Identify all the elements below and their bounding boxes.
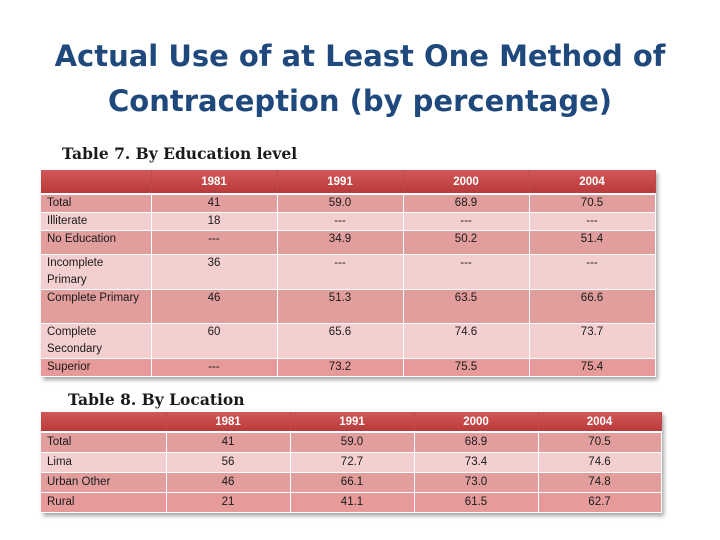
cell-1981: --- [151,358,278,377]
education-level-table: 1981 1991 2000 2004 Total 41 59.0 68.9 7… [41,170,656,377]
cell-2004: --- [529,212,656,231]
cell-1981: 21 [166,492,291,513]
table-7-caption: Table 7. By Education level [62,144,298,163]
cell-2000: 75.5 [403,358,530,377]
table-row: Superior --- 73.2 75.5 75.4 [41,358,656,377]
slide-title-line-1: Actual Use of at Least One Method of [54,39,666,73]
row-label: Lima [41,452,167,473]
row-label: Total [41,194,152,213]
cell-2004: 62.7 [538,492,662,513]
table-row: Incomplete Primary 36 --- --- --- [41,254,656,290]
column-header-1981: 1981 [166,412,291,433]
table-row: Illiterate 18 --- --- --- [41,212,656,231]
cell-1991: --- [277,254,404,290]
table-row: Lima 56 72.7 73.4 74.6 [41,452,662,473]
cell-1981: 41 [166,432,291,453]
cell-1991: 59.0 [290,432,415,453]
table-row: Total 41 59.0 68.9 70.5 [41,432,662,453]
row-label: Illiterate [41,212,152,231]
row-label: Superior [41,358,152,377]
cell-2004: 73.7 [529,323,656,359]
table-8-caption: Table 8. By Location [68,390,245,409]
table-row: Urban Other 46 66.1 73.0 74.8 [41,472,662,493]
slide-title: Actual Use of at Least One Method of Con… [0,34,720,124]
cell-2004: 66.6 [529,289,656,324]
cell-2000: 61.5 [414,492,539,513]
cell-2000: --- [403,212,530,231]
column-header-1991: 1991 [290,412,415,433]
cell-1981: 46 [151,289,278,324]
cell-1981: 18 [151,212,278,231]
cell-1981: 60 [151,323,278,359]
cell-2000: 74.6 [403,323,530,359]
row-label: No Education [41,230,152,255]
cell-2004: 70.5 [529,194,656,213]
table-row: Total 41 59.0 68.9 70.5 [41,194,656,213]
column-header-label [41,170,152,195]
cell-2000: 73.0 [414,472,539,493]
cell-2004: 70.5 [538,432,662,453]
column-header-2000: 2000 [414,412,539,433]
cell-2000: --- [403,254,530,290]
cell-1991: 73.2 [277,358,404,377]
cell-1991: 65.6 [277,323,404,359]
row-label: Complete Primary [41,289,152,324]
table-row: Complete Primary 46 51.3 63.5 66.6 [41,289,656,324]
cell-1991: 34.9 [277,230,404,255]
cell-1991: 41.1 [290,492,415,513]
column-header-2004: 2004 [538,412,662,433]
column-header-label [41,412,167,433]
column-header-2004: 2004 [529,170,656,195]
location-table: 1981 1991 2000 2004 Total 41 59.0 68.9 7… [41,412,662,513]
column-header-1991: 1991 [277,170,404,195]
cell-1991: 72.7 [290,452,415,473]
table-row: Rural 21 41.1 61.5 62.7 [41,492,662,513]
slide-title-line-2: Contraception (by percentage) [107,84,613,118]
cell-1981: --- [151,230,278,255]
cell-2000: 73.4 [414,452,539,473]
row-label: Incomplete Primary [41,254,152,290]
row-label: Rural [41,492,167,513]
table-row: Complete Secondary 60 65.6 74.6 73.7 [41,323,656,359]
cell-2004: 74.8 [538,472,662,493]
cell-2000: 68.9 [403,194,530,213]
cell-2000: 63.5 [403,289,530,324]
cell-2004: 51.4 [529,230,656,255]
cell-1981: 36 [151,254,278,290]
cell-1981: 46 [166,472,291,493]
cell-2004: --- [529,254,656,290]
column-header-1981: 1981 [151,170,278,195]
row-label: Total [41,432,167,453]
cell-1991: 59.0 [277,194,404,213]
cell-2004: 74.6 [538,452,662,473]
row-label: Complete Secondary [41,323,152,359]
cell-1991: 51.3 [277,289,404,324]
cell-2004: 75.4 [529,358,656,377]
cell-2000: 50.2 [403,230,530,255]
row-label: Urban Other [41,472,167,493]
cell-1991: --- [277,212,404,231]
table-row: No Education --- 34.9 50.2 51.4 [41,230,656,255]
cell-1981: 56 [166,452,291,473]
column-header-2000: 2000 [403,170,530,195]
cell-1981: 41 [151,194,278,213]
cell-2000: 68.9 [414,432,539,453]
cell-1991: 66.1 [290,472,415,493]
